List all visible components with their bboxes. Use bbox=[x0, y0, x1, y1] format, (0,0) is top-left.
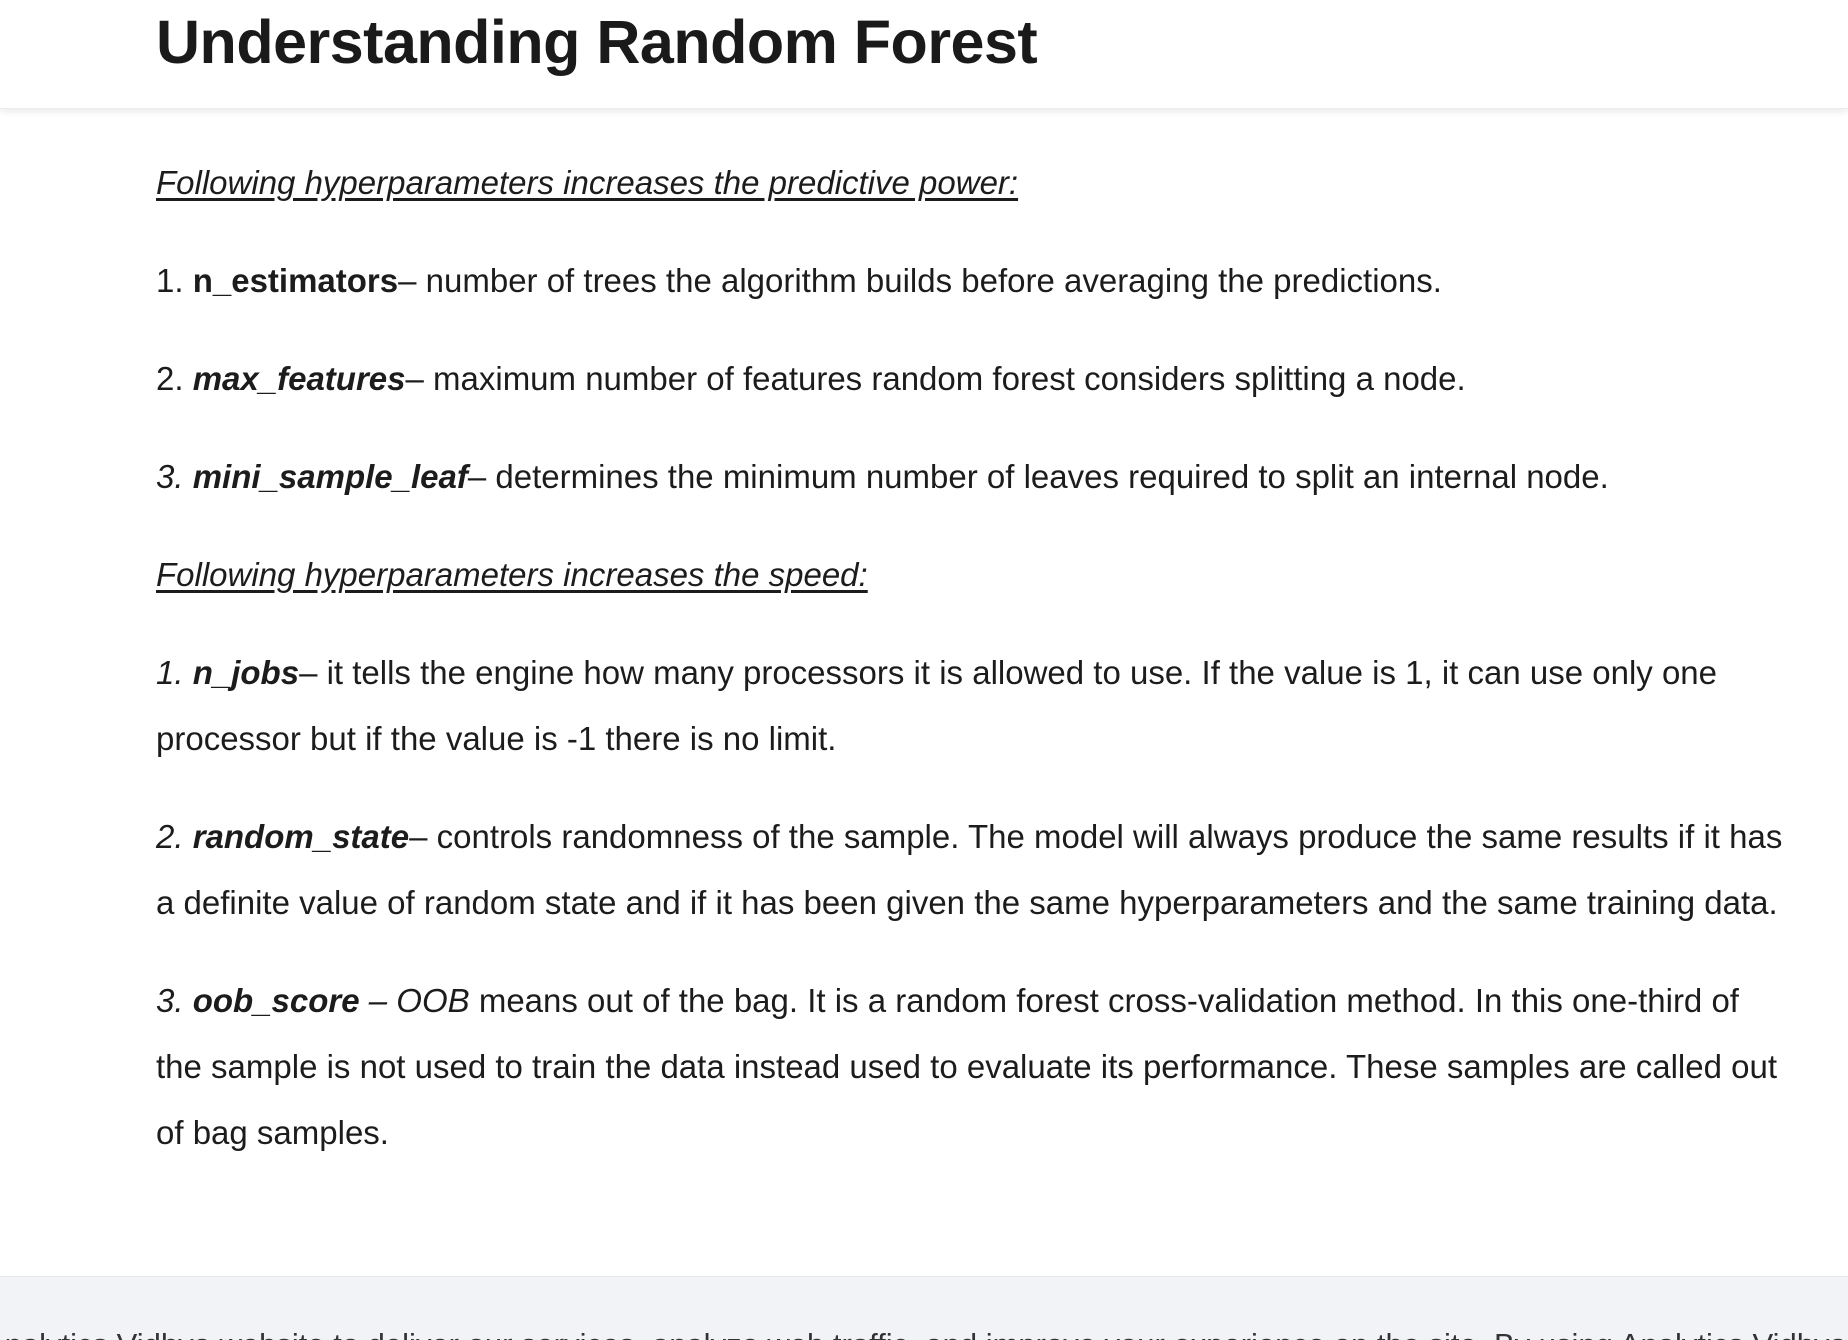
list-number: 2. bbox=[156, 818, 184, 855]
term-description: – determines the minimum number of leave… bbox=[467, 458, 1609, 495]
term-description: – it tells the engine how many processor… bbox=[299, 654, 1717, 691]
term-n-estimators: n_estimators bbox=[192, 262, 399, 299]
term-separator: – bbox=[359, 982, 397, 1019]
list-item-oob-score: 3. oob_score – OOB means out of the bag.… bbox=[156, 968, 1848, 1166]
term-description: – maximum number of features random fore… bbox=[405, 360, 1466, 397]
line: 2. random_state– controls randomness of … bbox=[156, 804, 1848, 870]
list-number: 1. bbox=[156, 262, 184, 299]
footer-text: Analytics Vidhya website to deliver our … bbox=[0, 1327, 1847, 1340]
term-n-jobs: n_jobs bbox=[192, 654, 300, 691]
term-description: means out of the bag. It is a random for… bbox=[469, 982, 1739, 1019]
article-body: Following hyperparameters increases the … bbox=[156, 150, 1848, 1198]
list-item-n-estimators: 1. n_estimators– number of trees the alg… bbox=[156, 248, 1848, 314]
term-mini-sample-leaf: mini_sample_leaf bbox=[192, 458, 468, 495]
term-description: – controls randomness of the sample. The… bbox=[409, 818, 1783, 855]
section-heading-speed: Following hyperparameters increases the … bbox=[156, 542, 1848, 608]
list-item-max-features: 2. max_features– maximum number of featu… bbox=[156, 346, 1848, 412]
section-heading-text: Following hyperparameters increases the … bbox=[156, 556, 868, 593]
section-heading-text: Following hyperparameters increases the … bbox=[156, 164, 1019, 201]
line: the sample is not used to train the data… bbox=[156, 1048, 1778, 1085]
line: processor but if the value is -1 there i… bbox=[156, 720, 837, 757]
term-description: – number of trees the algorithm builds b… bbox=[398, 262, 1442, 299]
list-item-n-jobs: 1. n_jobs– it tells the engine how many … bbox=[156, 640, 1848, 772]
list-number: 3. bbox=[156, 458, 184, 495]
line: of bag samples. bbox=[156, 1114, 389, 1151]
list-number: 1. bbox=[156, 654, 184, 691]
term-oob-score: oob_score bbox=[192, 982, 360, 1019]
line: 1. n_jobs– it tells the engine how many … bbox=[156, 640, 1848, 706]
line: 3. oob_score – OOB means out of the bag.… bbox=[156, 968, 1848, 1034]
term-oob: OOB bbox=[396, 982, 470, 1019]
list-number: 2. bbox=[156, 360, 184, 397]
term-max-features: max_features bbox=[192, 360, 406, 397]
page-header: Understanding Random Forest bbox=[0, 0, 1848, 109]
cookie-footer: Analytics Vidhya website to deliver our … bbox=[0, 1276, 1848, 1340]
term-random-state: random_state bbox=[192, 818, 410, 855]
list-number: 3. bbox=[156, 982, 184, 1019]
section-heading-predictive: Following hyperparameters increases the … bbox=[156, 150, 1848, 216]
list-item-mini-sample-leaf: 3. mini_sample_leaf– determines the mini… bbox=[156, 444, 1848, 510]
list-item-random-state: 2. random_state– controls randomness of … bbox=[156, 804, 1848, 936]
page-title: Understanding Random Forest bbox=[156, 8, 1038, 76]
line: a definite value of random state and if … bbox=[156, 884, 1778, 921]
